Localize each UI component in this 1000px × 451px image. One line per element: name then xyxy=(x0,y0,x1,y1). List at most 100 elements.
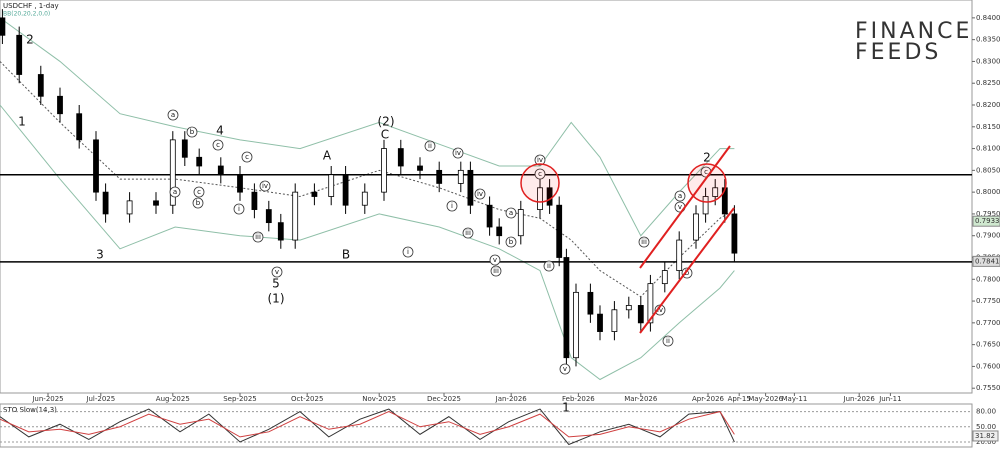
annotation-circle xyxy=(169,186,181,198)
candle-body xyxy=(217,165,224,176)
annotation: (1) xyxy=(268,292,285,306)
annotation-circle xyxy=(534,154,546,166)
candle-body xyxy=(361,191,368,206)
candle-body xyxy=(661,270,668,285)
annotation-circle xyxy=(489,254,501,266)
candle-body xyxy=(196,156,203,167)
logo: FINANCE FEEDS xyxy=(855,19,972,65)
annotation: i xyxy=(407,248,409,256)
candle-body xyxy=(311,191,318,197)
annotation-circle xyxy=(505,236,517,248)
x-tick-label: Apr-15 xyxy=(728,395,751,403)
candle-body xyxy=(0,17,6,36)
annotation-circle xyxy=(505,207,517,219)
candle-body xyxy=(597,313,603,332)
annotation-circle xyxy=(193,186,205,198)
annotation-circle xyxy=(192,197,204,209)
annotation: iii xyxy=(255,233,261,241)
candle-body xyxy=(328,174,335,197)
annotation: 1 xyxy=(562,401,570,415)
annotation: b xyxy=(685,269,690,277)
annotation: a xyxy=(171,111,175,119)
annotation-circle xyxy=(402,246,414,258)
candle-body xyxy=(587,291,594,315)
annotation-circle xyxy=(681,267,693,279)
x-tick-label: Sep-2025 xyxy=(223,395,257,403)
annotation: iv xyxy=(262,182,268,190)
candle-body xyxy=(277,222,284,241)
logo-line2: FEEDS xyxy=(855,40,941,65)
annotation: a xyxy=(173,188,177,196)
candle-body xyxy=(153,200,159,206)
candle-body xyxy=(397,148,404,167)
annotation-circle xyxy=(424,140,436,152)
annotation: 5 xyxy=(272,277,280,291)
annotation: c xyxy=(197,188,201,196)
y-tick-label: 0.84000 xyxy=(976,14,1000,22)
price-label-box xyxy=(972,215,1000,227)
candle-body xyxy=(169,139,176,206)
annotation: ii xyxy=(547,262,551,270)
annotation: 1 xyxy=(18,115,26,129)
x-tick-label: Aug-2025 xyxy=(156,395,190,403)
highlight-circle xyxy=(520,163,560,203)
candle-body xyxy=(573,291,579,359)
x-tick-label: Jul-2025 xyxy=(85,395,115,403)
annotation: 3 xyxy=(96,248,104,262)
annotation-circle xyxy=(259,180,271,192)
logo-line1: FINANCE xyxy=(855,19,972,44)
annotation: v xyxy=(493,256,497,264)
annotation-circle xyxy=(241,151,253,163)
candle-body xyxy=(57,95,63,115)
annotation: iii xyxy=(641,238,647,246)
x-tick-label: Jun-11 xyxy=(878,395,901,403)
annotation: 4 xyxy=(216,124,224,138)
annotation: c xyxy=(245,153,249,161)
stoch-k xyxy=(0,408,735,446)
candle-body xyxy=(731,213,738,254)
candle-body xyxy=(637,305,644,324)
annotation-circle xyxy=(462,227,474,239)
x-tick-label: Nov-2025 xyxy=(362,395,396,403)
stoch-tick-label: 80.00 xyxy=(976,408,996,416)
stoch-title: STO Slow(14,3) xyxy=(3,406,57,414)
annotation: v xyxy=(563,365,567,373)
overlay xyxy=(520,145,735,334)
annotation: iv xyxy=(537,156,543,164)
x-tick-label: Mar-2026 xyxy=(624,395,658,403)
x-tick-label: Jun-2025 xyxy=(31,395,63,403)
candle-body xyxy=(467,169,474,206)
candle-body xyxy=(556,204,563,258)
stoch-frame xyxy=(0,403,973,448)
price-label: 0.78411 xyxy=(975,257,1000,265)
annotation: v xyxy=(678,203,682,211)
stoch-current-label: 31.82 xyxy=(975,432,995,440)
channel-line xyxy=(639,207,735,334)
annotation-circle xyxy=(559,363,571,375)
annotation: iii xyxy=(493,267,499,275)
x-tick-label: May-11 xyxy=(782,395,808,403)
x-tick-label: Oct-2025 xyxy=(291,395,323,403)
candle-body xyxy=(102,191,109,215)
annotation-circle xyxy=(186,126,198,138)
candle-body xyxy=(181,139,188,158)
candle-body xyxy=(342,174,349,206)
annotation: 2 xyxy=(26,33,34,47)
annotation: (2) xyxy=(378,115,395,129)
candle-body xyxy=(712,187,719,197)
annotation: iv xyxy=(477,190,483,198)
annotation: v xyxy=(275,268,279,276)
candle-body xyxy=(292,191,299,241)
annotation: iv xyxy=(455,149,461,157)
